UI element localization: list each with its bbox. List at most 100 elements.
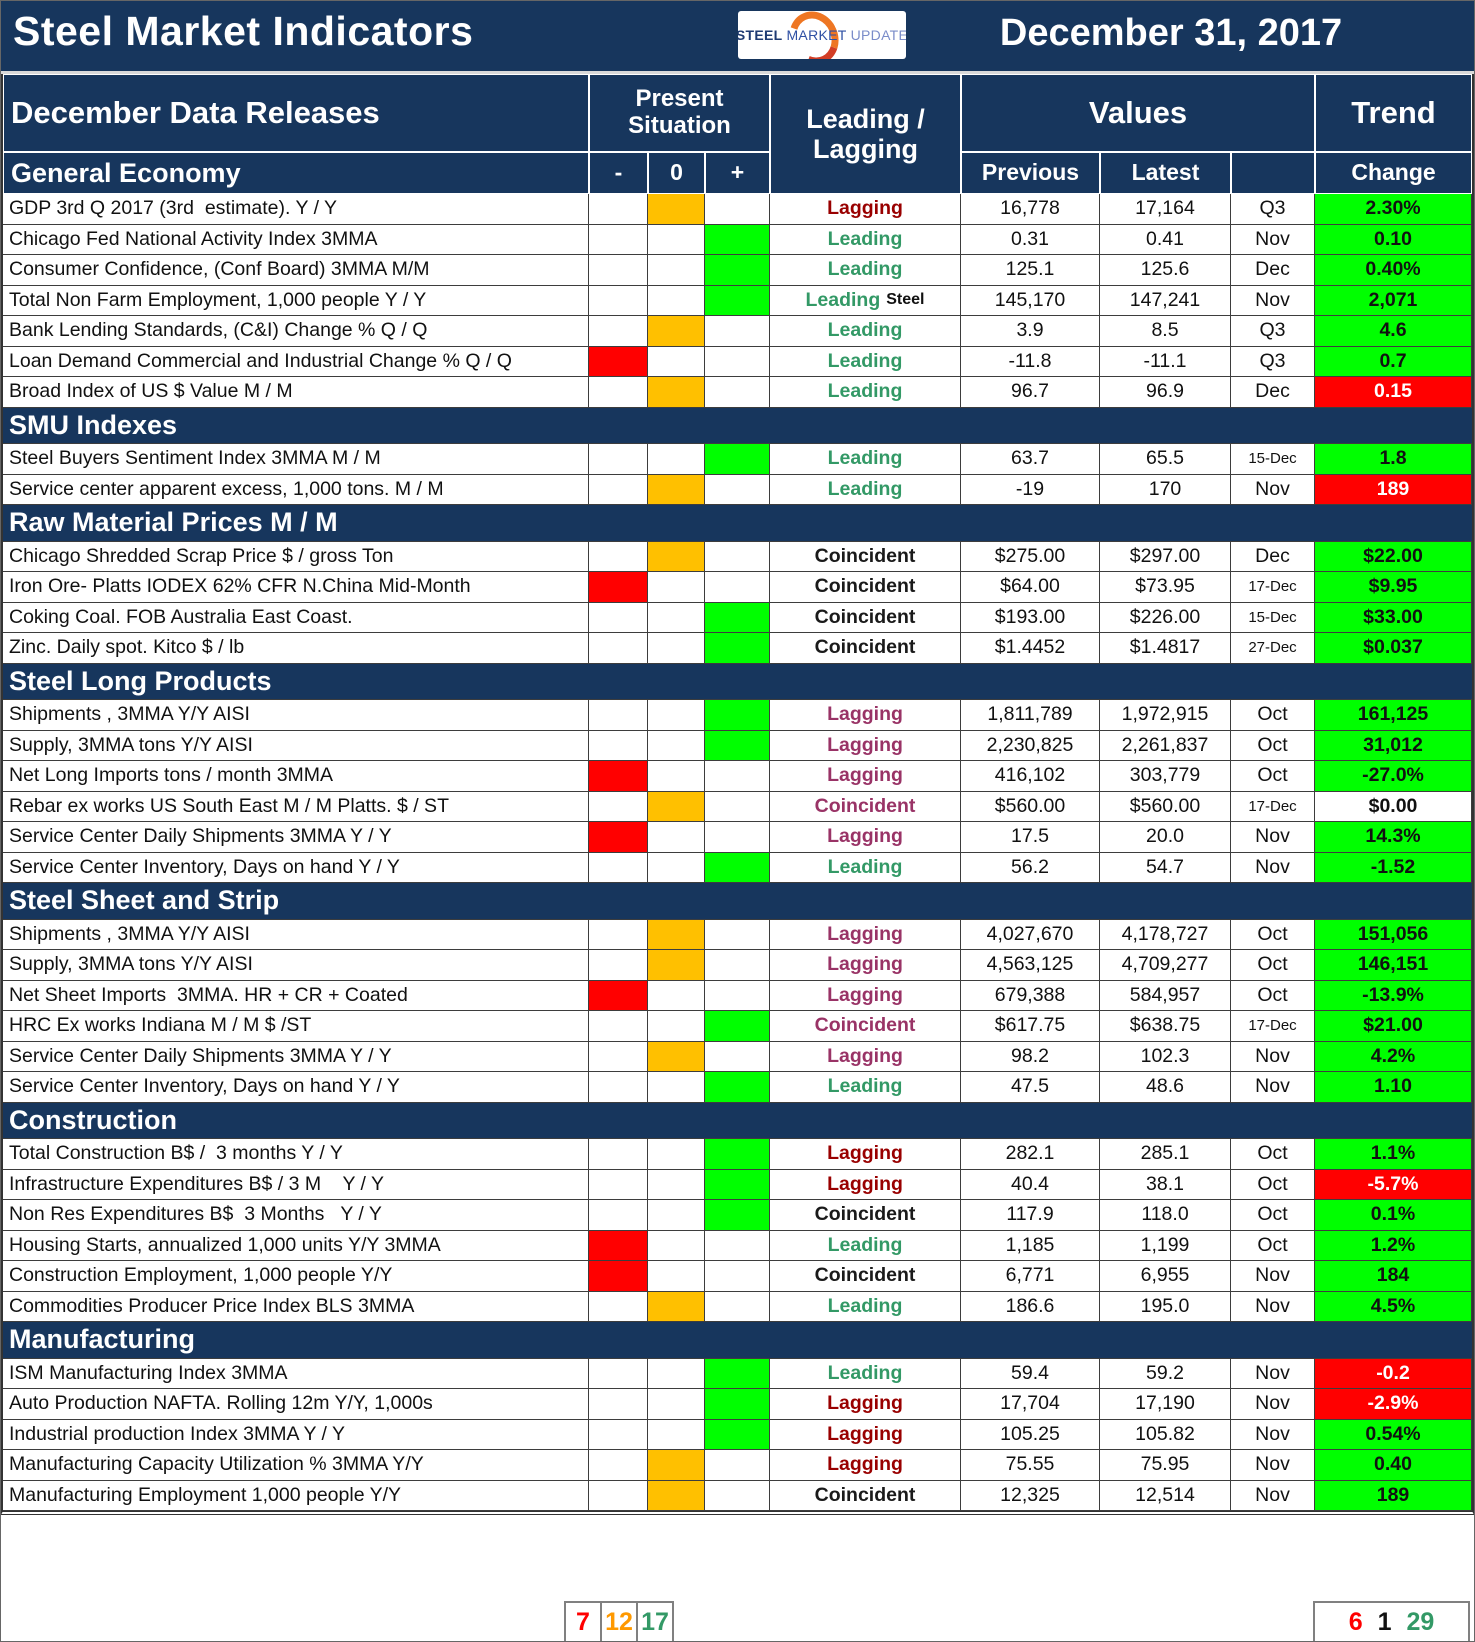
situation-positive-cell xyxy=(705,1419,770,1450)
period-value: 15-Dec xyxy=(1231,602,1315,633)
trend-change: 2,071 xyxy=(1315,285,1472,316)
classification: Coincident xyxy=(770,1480,961,1511)
period-value: 17-Dec xyxy=(1231,572,1315,603)
situation-neutral-cell xyxy=(648,572,705,603)
situation-neutral-cell xyxy=(648,791,705,822)
latest-value: 2,261,837 xyxy=(1100,730,1231,761)
trend-down-count: 6 xyxy=(1348,1607,1363,1636)
latest-value: 48.6 xyxy=(1100,1072,1231,1103)
col-header-trend: Trend xyxy=(1315,74,1472,152)
indicator-table: December Data Releases Present Situation… xyxy=(1,74,1474,1515)
previous-value: 12,325 xyxy=(961,1480,1100,1511)
situation-neutral-cell xyxy=(648,950,705,981)
situation-negative-cell xyxy=(589,1358,648,1389)
situation-negative-cell xyxy=(589,1169,648,1200)
situation-positive-cell xyxy=(705,1358,770,1389)
situation-negative-cell xyxy=(589,1230,648,1261)
period-value: Nov xyxy=(1231,1389,1315,1420)
latest-value: 54.7 xyxy=(1100,852,1231,883)
period-value: Q3 xyxy=(1231,316,1315,347)
previous-value: 105.25 xyxy=(961,1419,1100,1450)
row-label: Steel Buyers Sentiment Index 3MMA M / M xyxy=(3,444,589,475)
period-value: 17-Dec xyxy=(1231,1011,1315,1042)
situation-neutral-cell xyxy=(648,1480,705,1511)
situation-neutral-cell xyxy=(648,980,705,1011)
classification: Lagging xyxy=(770,980,961,1011)
situation-positive-cell xyxy=(705,919,770,950)
situation-neutral-cell xyxy=(648,1041,705,1072)
section-header: Manufacturing xyxy=(3,1322,1472,1359)
situation-neutral-cell xyxy=(648,1200,705,1231)
col-header-present-situation: Present Situation xyxy=(589,74,770,152)
period-value: Oct xyxy=(1231,1230,1315,1261)
summary-row: 7 12 17 6 1 29 xyxy=(1,1601,1474,1641)
trend-change: $0.037 xyxy=(1315,633,1472,664)
trend-change: 1.2% xyxy=(1315,1230,1472,1261)
situation-neutral-cell xyxy=(648,224,705,255)
trend-change: 184 xyxy=(1315,1261,1472,1292)
previous-value: 416,102 xyxy=(961,761,1100,792)
previous-value: $64.00 xyxy=(961,572,1100,603)
situation-positive-cell xyxy=(705,1261,770,1292)
row-label: Iron Ore- Platts IODEX 62% CFR N.China M… xyxy=(3,572,589,603)
row-label: Supply, 3MMA tons Y/Y AISI xyxy=(3,950,589,981)
previous-value: 3.9 xyxy=(961,316,1100,347)
situation-neutral-cell xyxy=(648,255,705,286)
trend-change: -0.2 xyxy=(1315,1358,1472,1389)
period-value: Nov xyxy=(1231,1072,1315,1103)
classification: Lagging xyxy=(770,1041,961,1072)
latest-value: 170 xyxy=(1100,474,1231,505)
classification: Leading xyxy=(770,1230,961,1261)
trend-change: 1.8 xyxy=(1315,444,1472,475)
row-label: Coking Coal. FOB Australia East Coast. xyxy=(3,602,589,633)
period-value: Oct xyxy=(1231,1169,1315,1200)
classification: Lagging xyxy=(770,1450,961,1481)
period-value: Oct xyxy=(1231,730,1315,761)
situation-negative-cell xyxy=(589,700,648,731)
logo-text-market: MARKET xyxy=(786,27,847,43)
latest-value: 147,241 xyxy=(1100,285,1231,316)
situation-negative-cell xyxy=(589,761,648,792)
situation-neutral-cell xyxy=(648,730,705,761)
previous-value: 282.1 xyxy=(961,1139,1100,1170)
period-value: Dec xyxy=(1231,377,1315,408)
previous-value: 96.7 xyxy=(961,377,1100,408)
latest-value: 8.5 xyxy=(1100,316,1231,347)
trend-change: -13.9% xyxy=(1315,980,1472,1011)
latest-value: $226.00 xyxy=(1100,602,1231,633)
trend-change: 4.2% xyxy=(1315,1041,1472,1072)
situation-positive-cell xyxy=(705,346,770,377)
section-header: Raw Material Prices M / M xyxy=(3,505,1472,542)
period-value: Nov xyxy=(1231,224,1315,255)
situation-neutral-count: 12 xyxy=(602,1603,638,1641)
classification: Leading xyxy=(770,224,961,255)
previous-value: 4,027,670 xyxy=(961,919,1100,950)
classification: Coincident xyxy=(770,572,961,603)
situation-negative-cell xyxy=(589,572,648,603)
classification: Leading xyxy=(770,1358,961,1389)
situation-negative-cell xyxy=(589,1139,648,1170)
previous-value: 4,563,125 xyxy=(961,950,1100,981)
trend-change: 189 xyxy=(1315,474,1472,505)
situation-neutral-cell xyxy=(648,822,705,853)
situation-neutral-cell xyxy=(648,1358,705,1389)
situation-negative-cell xyxy=(589,1041,648,1072)
latest-value: 75.95 xyxy=(1100,1450,1231,1481)
previous-value: $617.75 xyxy=(961,1011,1100,1042)
situation-negative-cell xyxy=(589,1011,648,1042)
situation-negative-cell xyxy=(589,474,648,505)
period-value: Nov xyxy=(1231,852,1315,883)
trend-change: 0.7 xyxy=(1315,346,1472,377)
period-value: Nov xyxy=(1231,285,1315,316)
trend-change: 151,056 xyxy=(1315,919,1472,950)
trend-change: $22.00 xyxy=(1315,541,1472,572)
situation-neutral-cell xyxy=(648,1072,705,1103)
previous-value: 125.1 xyxy=(961,255,1100,286)
col-header-plus: + xyxy=(705,152,770,194)
situation-positive-cell xyxy=(705,761,770,792)
situation-negative-cell xyxy=(589,1072,648,1103)
trend-change: 2.30% xyxy=(1315,194,1472,225)
latest-value: 96.9 xyxy=(1100,377,1231,408)
latest-value: 105.82 xyxy=(1100,1419,1231,1450)
